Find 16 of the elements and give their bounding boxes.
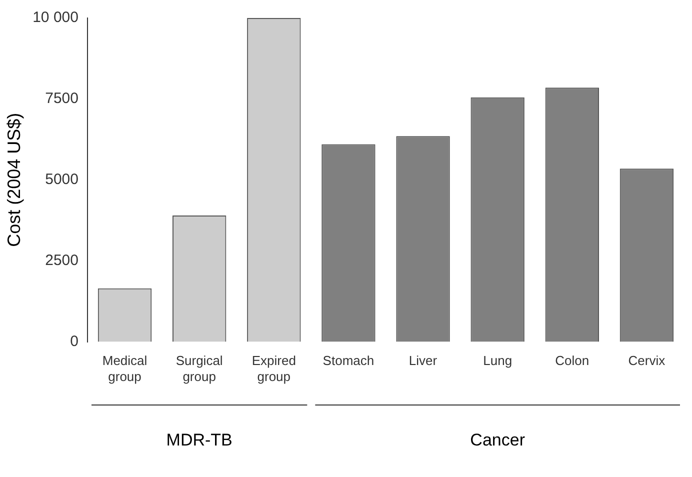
x-tick-label: Expired group bbox=[252, 353, 296, 384]
y-tick-label: 2500 bbox=[45, 252, 78, 269]
x-tick-label: Cervix bbox=[628, 353, 666, 368]
x-tick-label: Liver bbox=[408, 353, 438, 368]
x-tick-label: Lung bbox=[483, 353, 512, 368]
text: Cancer bbox=[470, 430, 526, 450]
x-tick-label: Surgical group bbox=[176, 353, 223, 384]
y-tick-label: 0 bbox=[70, 332, 78, 350]
y-tick-label: 5000 bbox=[45, 171, 78, 188]
x-tick-label: Stomach bbox=[322, 353, 374, 368]
text: MDR-TB bbox=[166, 430, 232, 450]
y-tick-label: 7500 bbox=[45, 90, 78, 108]
y-axis-title: Cost (2004 US$) bbox=[4, 112, 24, 247]
y-tick-label: 10 000 bbox=[32, 9, 78, 26]
x-tick-label: Medical group bbox=[102, 353, 148, 384]
x-tick-label: Colon bbox=[555, 353, 590, 368]
